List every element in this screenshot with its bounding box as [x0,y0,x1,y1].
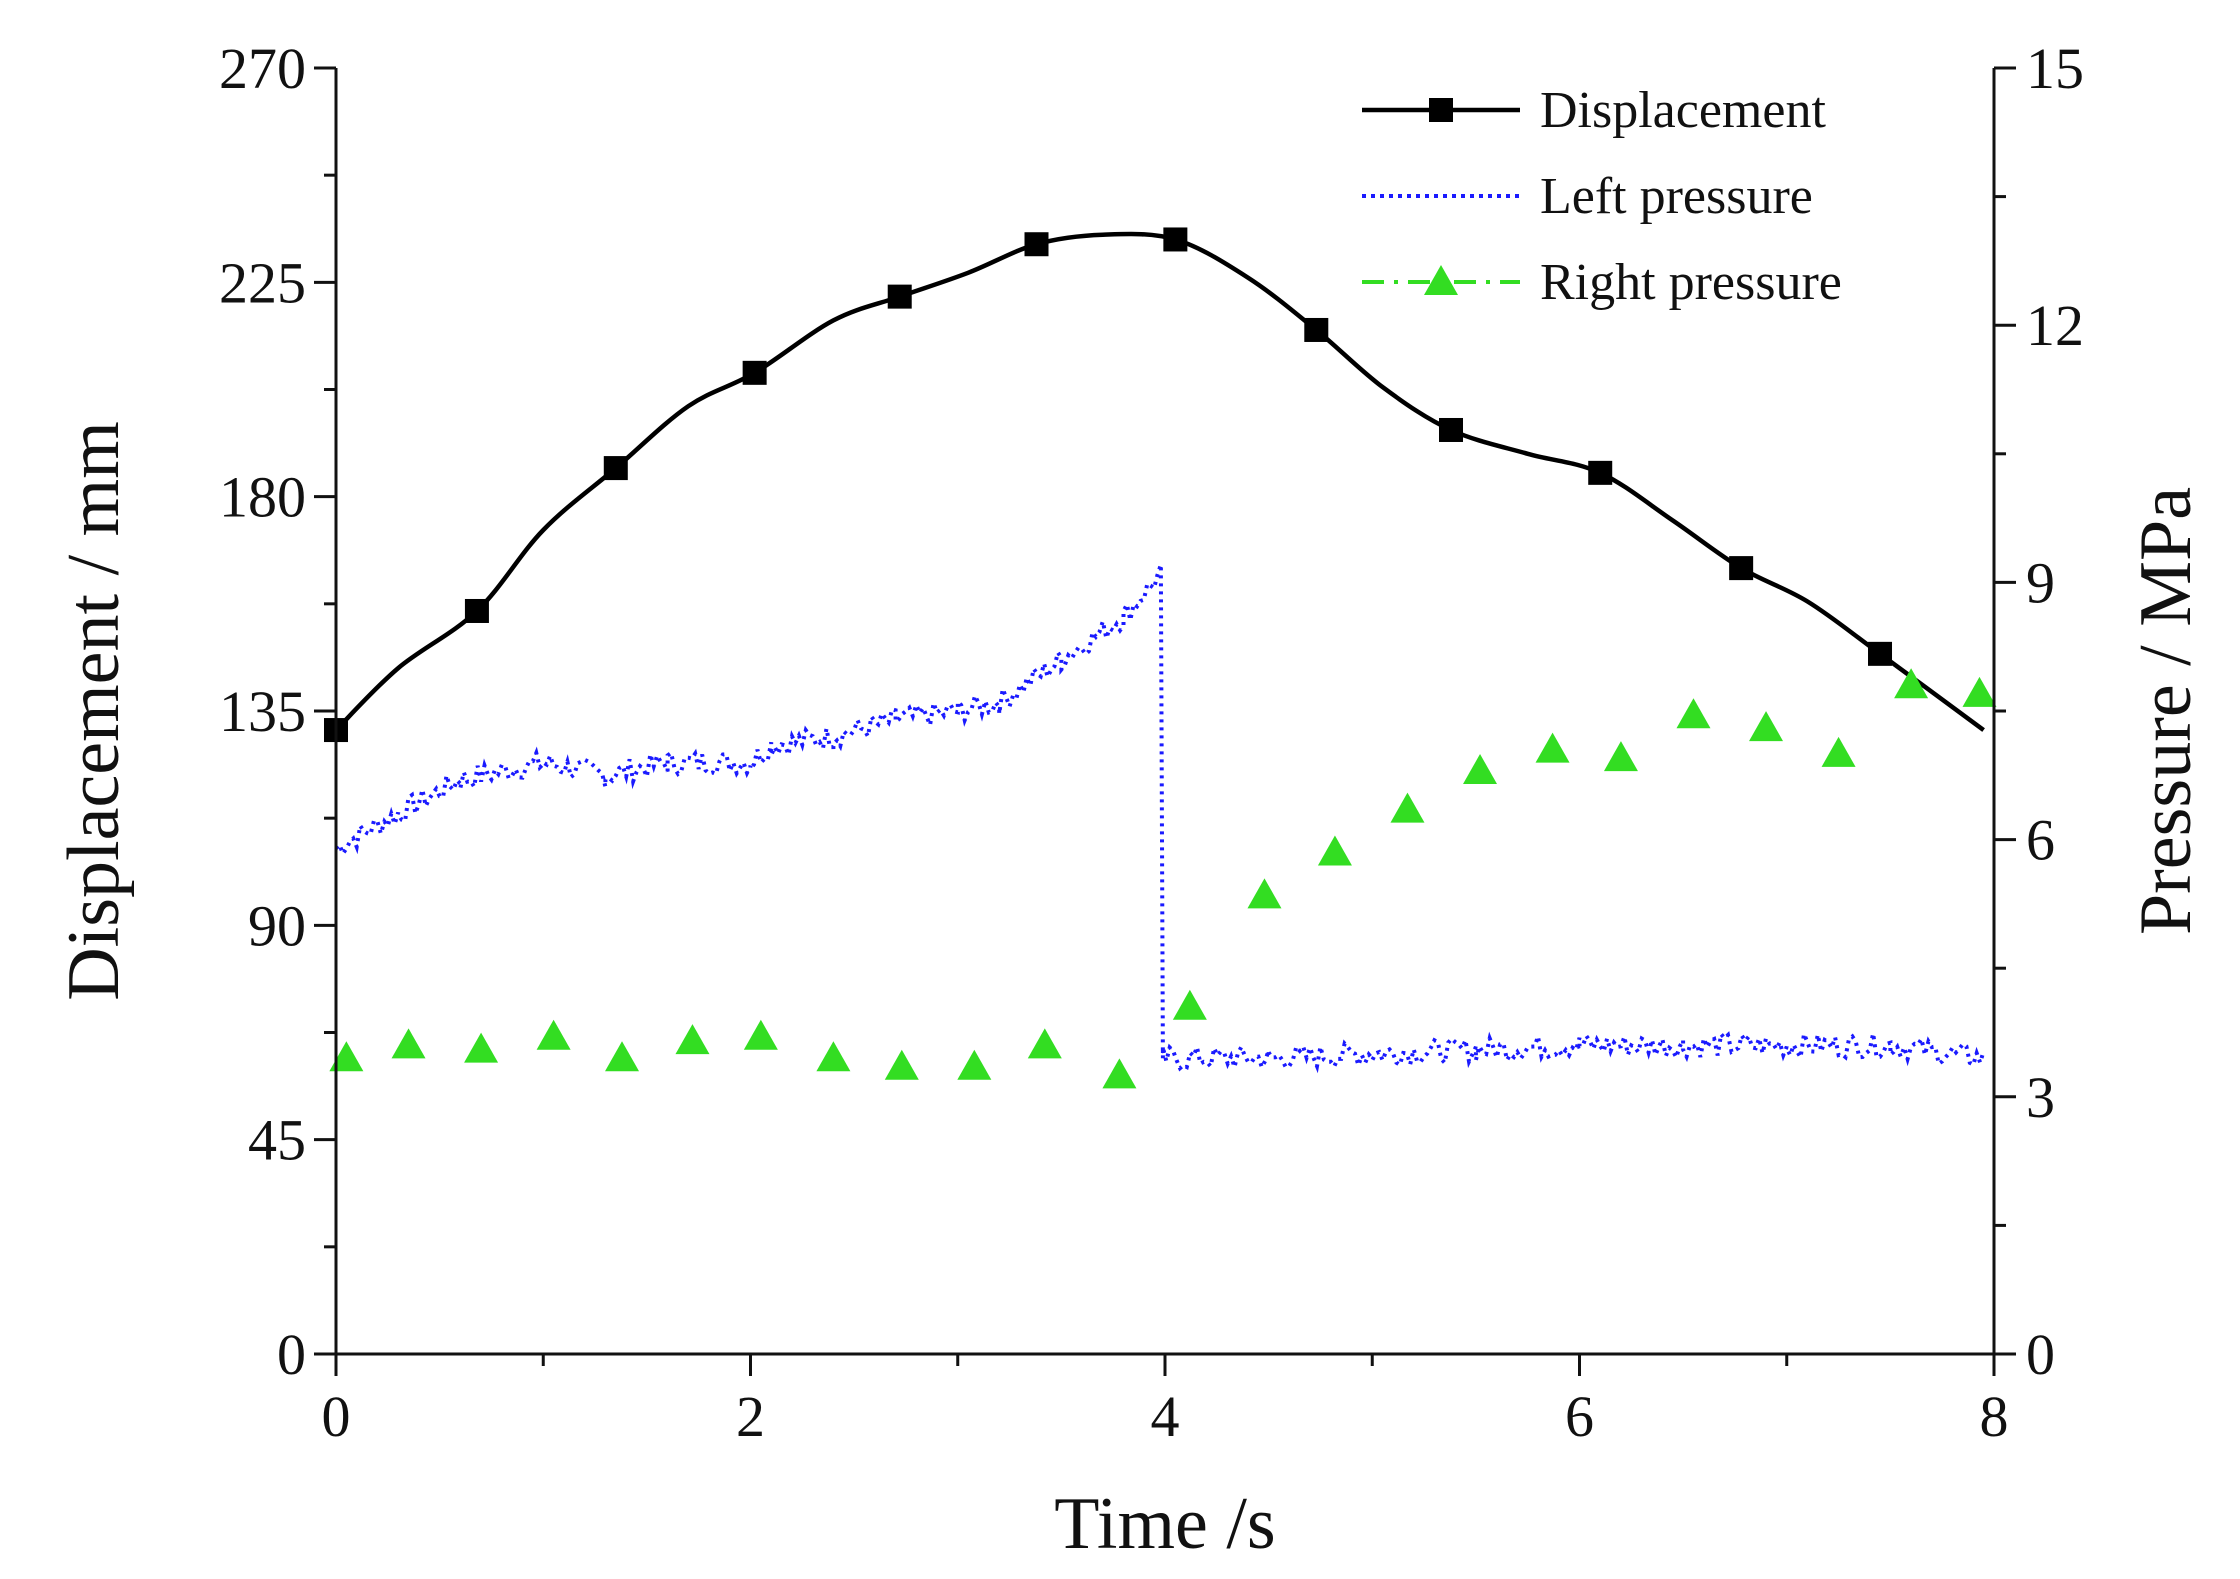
displacement-markers [324,227,1893,743]
right-pressure-markers [329,668,1997,1089]
x-tick-label: 8 [1980,1384,2009,1449]
right-pressure-marker [1027,1028,1062,1059]
right-pressure-marker [1894,668,1929,699]
legend-item-right-pressure: Right pressure [1362,254,1842,311]
right-pressure-marker [605,1041,640,1072]
displacement-marker [603,456,628,481]
y-left-tick-label: 225 [219,250,306,315]
legend: Displacement Left pressure Right pressur… [1362,82,1842,311]
left-y-axis-title: Displacement / mm [53,421,135,1001]
right-pressure-marker [1749,711,1784,742]
right-pressure-marker [1102,1058,1137,1089]
right-pressure-marker [816,1041,851,1072]
x-axis-title: Time /s [1054,1483,1275,1565]
x-tick-label: 0 [322,1384,351,1449]
y-right-tick-label: 12 [2026,293,2084,358]
x-tick-label: 6 [1565,1384,1594,1449]
left-pressure-line [334,563,1986,1075]
series-layer [324,227,1997,1089]
displacement-marker [1024,232,1049,257]
y-right-tick-label: 0 [2026,1322,2055,1387]
right-pressure-marker [675,1024,710,1055]
y-right-tick-label: 15 [2026,36,2084,101]
y-left-tick-label: 135 [219,679,306,744]
right-pressure-marker [957,1049,992,1080]
right-pressure-marker [743,1019,778,1050]
displacement-line [334,231,1985,732]
right-pressure-marker [1172,989,1207,1020]
right-pressure-marker [1317,835,1352,866]
x-tick-label: 4 [1151,1384,1180,1449]
displacement-marker [742,360,767,385]
displacement-marker [1304,317,1329,342]
x-tick-label: 2 [736,1384,765,1449]
right-pressure-marker [1535,732,1570,763]
legend-item-displacement: Displacement [1362,82,1826,139]
y-right-tick-label: 6 [2026,808,2055,873]
right-pressure-marker [329,1041,364,1072]
displacement-marker [1439,417,1464,442]
right-pressure-marker [1463,754,1498,785]
right-pressure-marker [1821,736,1856,767]
displacement-marker [1729,556,1754,581]
y-left-tick-label: 180 [219,465,306,530]
legend-displacement-label: Displacement [1540,82,1826,139]
displacement-marker [1588,460,1613,485]
right-pressure-marker [391,1028,426,1059]
y-left-tick-label: 270 [219,36,306,101]
legend-displacement-marker-sample [1429,98,1453,122]
right-pressure-marker [464,1032,499,1063]
y-left-tick-label: 90 [248,893,306,958]
y-left-tick-label: 0 [277,1322,306,1387]
right-pressure-marker [1603,741,1638,772]
y-right-tick-label: 9 [2026,550,2055,615]
displacement-marker [1868,641,1893,666]
y-right-tick-label: 3 [2026,1065,2055,1130]
right-pressure-marker [1962,676,1997,707]
legend-right-pressure-label: Right pressure [1540,254,1842,311]
right-pressure-marker [536,1019,571,1050]
legend-left-pressure-label: Left pressure [1540,168,1813,225]
right-y-axis-title: Pressure / MPa [2125,487,2207,935]
right-pressure-marker [1676,698,1711,729]
right-pressure-marker [1247,878,1282,909]
y-left-tick-label: 45 [248,1108,306,1173]
legend-right-pressure-marker-sample [1424,265,1458,295]
right-pressure-marker [884,1049,919,1080]
displacement-marker [1163,227,1188,252]
displacement-marker [464,598,489,623]
legend-item-left-pressure: Left pressure [1362,168,1813,225]
displacement-marker [887,284,912,309]
right-pressure-marker [1390,792,1425,823]
